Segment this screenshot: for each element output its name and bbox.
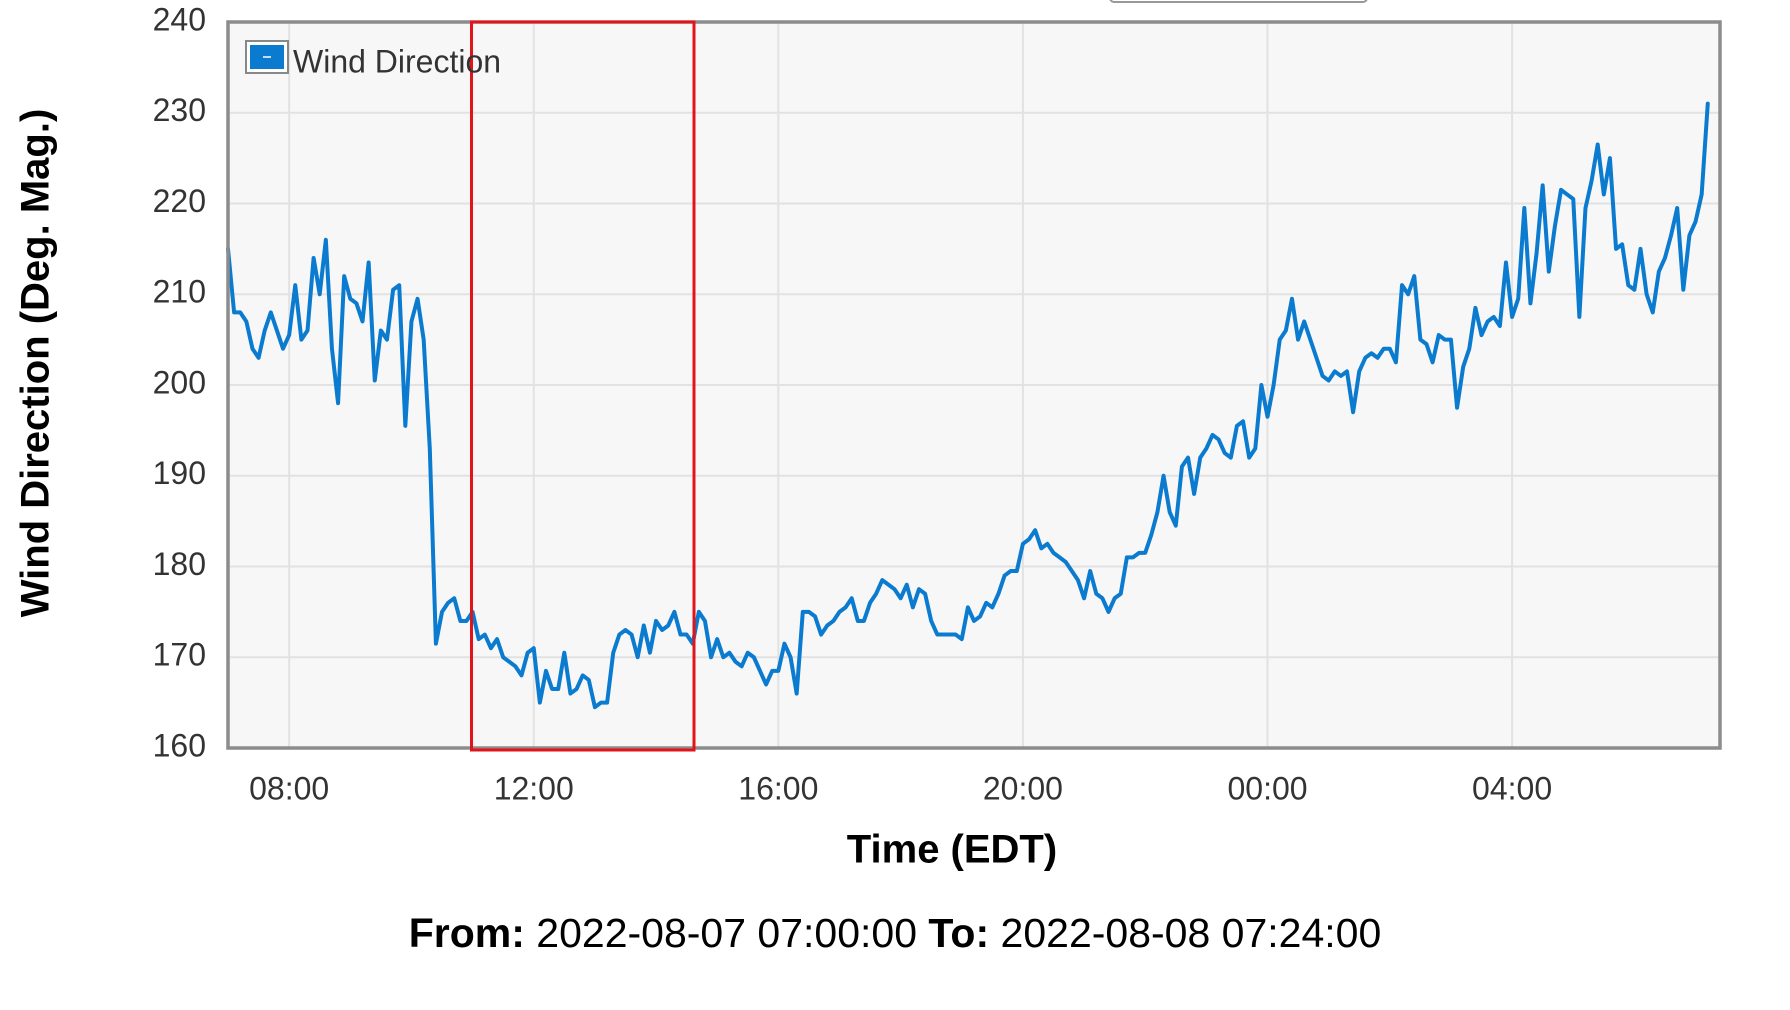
footer: From: 2022-08-07 07:00:00 To: 2022-08-08… [0, 910, 1790, 957]
to-date: 2022-08-08 07:24:00 [1000, 910, 1382, 956]
legend-label: Wind Direction [293, 43, 501, 79]
from-label: From: [408, 910, 525, 956]
plot-border [226, 20, 1722, 750]
y-tick-label: 210 [153, 274, 206, 310]
y-tick-label: 240 [153, 1, 206, 37]
x-tick-label: 00:00 [1227, 770, 1307, 806]
x-tick-label: 08:00 [249, 770, 329, 806]
x-tick-label: 20:00 [983, 770, 1063, 806]
x-tick-label: 16:00 [738, 770, 818, 806]
x-axis-title: Time (EDT) [847, 828, 1057, 872]
to-label: To: [928, 910, 990, 956]
chart: 160 170 180 190 200 210 220 230 240 08:00 12:00 16:… [14, 0, 1722, 872]
y-tick-label: 160 [153, 727, 206, 763]
x-tick-label: 12:00 [494, 770, 574, 806]
y-axis-title: Wind Direction (Deg. Mag.) [14, 109, 58, 618]
y-tick-label: 220 [153, 183, 206, 219]
highlight-box [470, 20, 696, 752]
y-tick-label: 200 [153, 364, 206, 400]
cut-off-control [1109, 0, 1368, 3]
x-tick-label: 04:00 [1472, 770, 1552, 806]
y-tick-label: 230 [153, 92, 206, 128]
y-tick-label: 180 [153, 546, 206, 582]
y-tick-label: 170 [153, 637, 206, 673]
data-line [226, 101, 1710, 710]
from-date: 2022-08-07 07:00:00 [536, 910, 918, 956]
y-tick-label: 190 [153, 455, 206, 491]
